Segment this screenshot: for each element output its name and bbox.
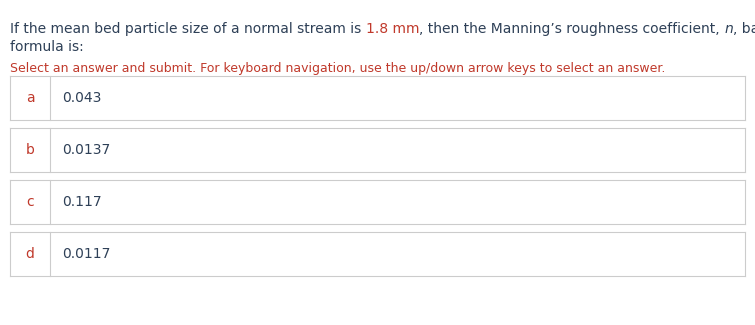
Text: d: d (26, 247, 35, 261)
Text: a: a (26, 91, 34, 105)
Text: , based on the Strickler’s: , based on the Strickler’s (733, 22, 755, 36)
Text: 0.0137: 0.0137 (62, 143, 110, 157)
Text: If the mean bed particle size of a normal stream is: If the mean bed particle size of a norma… (10, 22, 365, 36)
Text: , then the Manning’s roughness coefficient,: , then the Manning’s roughness coefficie… (419, 22, 724, 36)
Text: 0.0117: 0.0117 (62, 247, 110, 261)
Text: 0.117: 0.117 (62, 195, 102, 209)
Text: c: c (26, 195, 34, 209)
Text: 1.8 mm: 1.8 mm (365, 22, 419, 36)
Text: b: b (26, 143, 35, 157)
Text: formula is:: formula is: (10, 40, 84, 54)
Text: 0.043: 0.043 (62, 91, 101, 105)
Text: n: n (724, 22, 733, 36)
Text: Select an answer and submit. For keyboard navigation, use the up/down arrow keys: Select an answer and submit. For keyboar… (10, 62, 665, 75)
